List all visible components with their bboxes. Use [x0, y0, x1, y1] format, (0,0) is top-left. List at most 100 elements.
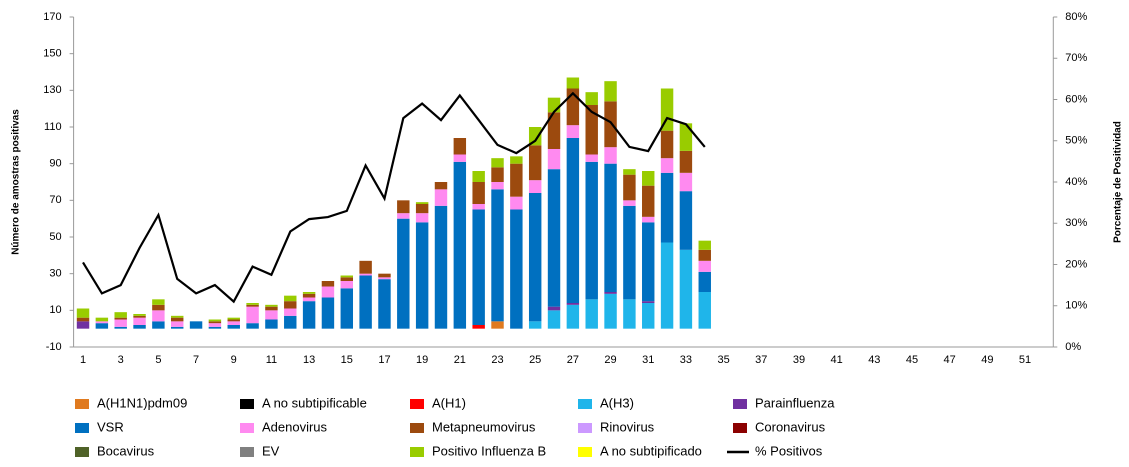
bar [585, 154, 598, 162]
bar [642, 301, 655, 303]
bar [453, 138, 467, 155]
bar [679, 123, 693, 151]
bar [528, 180, 542, 193]
bar [378, 279, 391, 329]
bar [114, 312, 127, 318]
bar [95, 317, 109, 322]
legend-label: Positivo Influenza B [432, 443, 546, 458]
bar [227, 325, 240, 329]
bar [340, 275, 354, 278]
bar [76, 317, 90, 322]
bar [642, 222, 655, 302]
legend-swatch [578, 423, 592, 433]
legend-swatch [240, 423, 254, 433]
bar [133, 315, 146, 318]
bar [491, 182, 504, 190]
y-tick-label: 150 [43, 48, 61, 60]
y-tick-label: 170 [43, 11, 61, 23]
bar [566, 304, 580, 329]
legend-label: Adenovirus [262, 419, 328, 434]
bar [547, 149, 561, 170]
x-tick-label: 19 [416, 354, 428, 366]
x-tick-label: 37 [755, 354, 767, 366]
x-tick-label: 11 [266, 354, 277, 366]
bar [623, 299, 636, 329]
bar [642, 185, 655, 217]
bar [623, 205, 636, 300]
bar [95, 323, 109, 329]
bar [378, 277, 391, 280]
bar [698, 249, 711, 261]
bar [491, 189, 504, 322]
y2-axis-title: Porcentaje de Positividad [1113, 121, 1124, 243]
x-tick-label: 47 [944, 354, 956, 366]
x-tick-label: 15 [341, 354, 353, 366]
bar [491, 158, 504, 168]
x-tick-label: 39 [793, 354, 805, 366]
bar [133, 314, 146, 316]
y-tick-label: 50 [49, 231, 61, 243]
line-series [82, 91, 706, 304]
bar [679, 191, 693, 250]
bar [227, 317, 240, 320]
x-tick-label: 35 [717, 354, 729, 366]
bar [76, 321, 90, 329]
x-tick-label: 7 [193, 354, 199, 366]
bar [76, 308, 90, 318]
bar [397, 200, 410, 214]
bar [604, 147, 617, 164]
bar [265, 310, 278, 320]
y2-tick-label: 80% [1065, 11, 1087, 23]
bar [623, 200, 636, 206]
bar [642, 216, 655, 223]
x-tick-label: 13 [303, 354, 315, 366]
bar [284, 301, 297, 309]
bar [246, 303, 259, 305]
x-tick-label: 1 [80, 354, 86, 366]
bar [171, 315, 184, 318]
legend-swatch [733, 399, 747, 409]
bar [152, 321, 165, 329]
bar [472, 204, 485, 210]
bar [284, 308, 297, 316]
y-tick-label: 90 [49, 158, 61, 170]
bar [585, 299, 598, 329]
bar [378, 273, 391, 278]
bar [415, 204, 429, 214]
bar [453, 161, 467, 329]
bar [660, 172, 674, 243]
bar [227, 319, 240, 322]
x-tick-label: 51 [1019, 354, 1031, 366]
legend-swatch [733, 423, 747, 433]
x-tick-label: 3 [118, 354, 124, 366]
y2-tick-label: 0% [1065, 341, 1081, 353]
bar [302, 301, 316, 329]
x-tick-label: 29 [604, 354, 616, 366]
bar [359, 260, 372, 274]
bar [95, 321, 109, 324]
bar [698, 271, 711, 292]
y-tick-label: 130 [43, 84, 61, 96]
x-tick-label: 43 [868, 354, 880, 366]
legend-label: Rinovirus [600, 419, 655, 434]
bar [510, 163, 523, 197]
bar [698, 260, 711, 272]
y-tick-label: 10 [49, 304, 61, 316]
bar [227, 321, 240, 325]
x-tick-label: 9 [231, 354, 237, 366]
bar [642, 303, 655, 329]
x-tick-label: 21 [454, 354, 466, 366]
bar [472, 182, 485, 204]
bar [133, 317, 146, 325]
legend-swatch [578, 447, 592, 457]
bar [547, 97, 561, 113]
bar [114, 319, 127, 327]
legend-label: Metapneumovirus [432, 419, 536, 434]
legend-swatch [578, 399, 592, 409]
bar [340, 288, 354, 329]
y2-tick-label: 20% [1065, 258, 1087, 270]
bar [284, 315, 297, 329]
bar [660, 130, 674, 159]
bar [547, 112, 561, 149]
